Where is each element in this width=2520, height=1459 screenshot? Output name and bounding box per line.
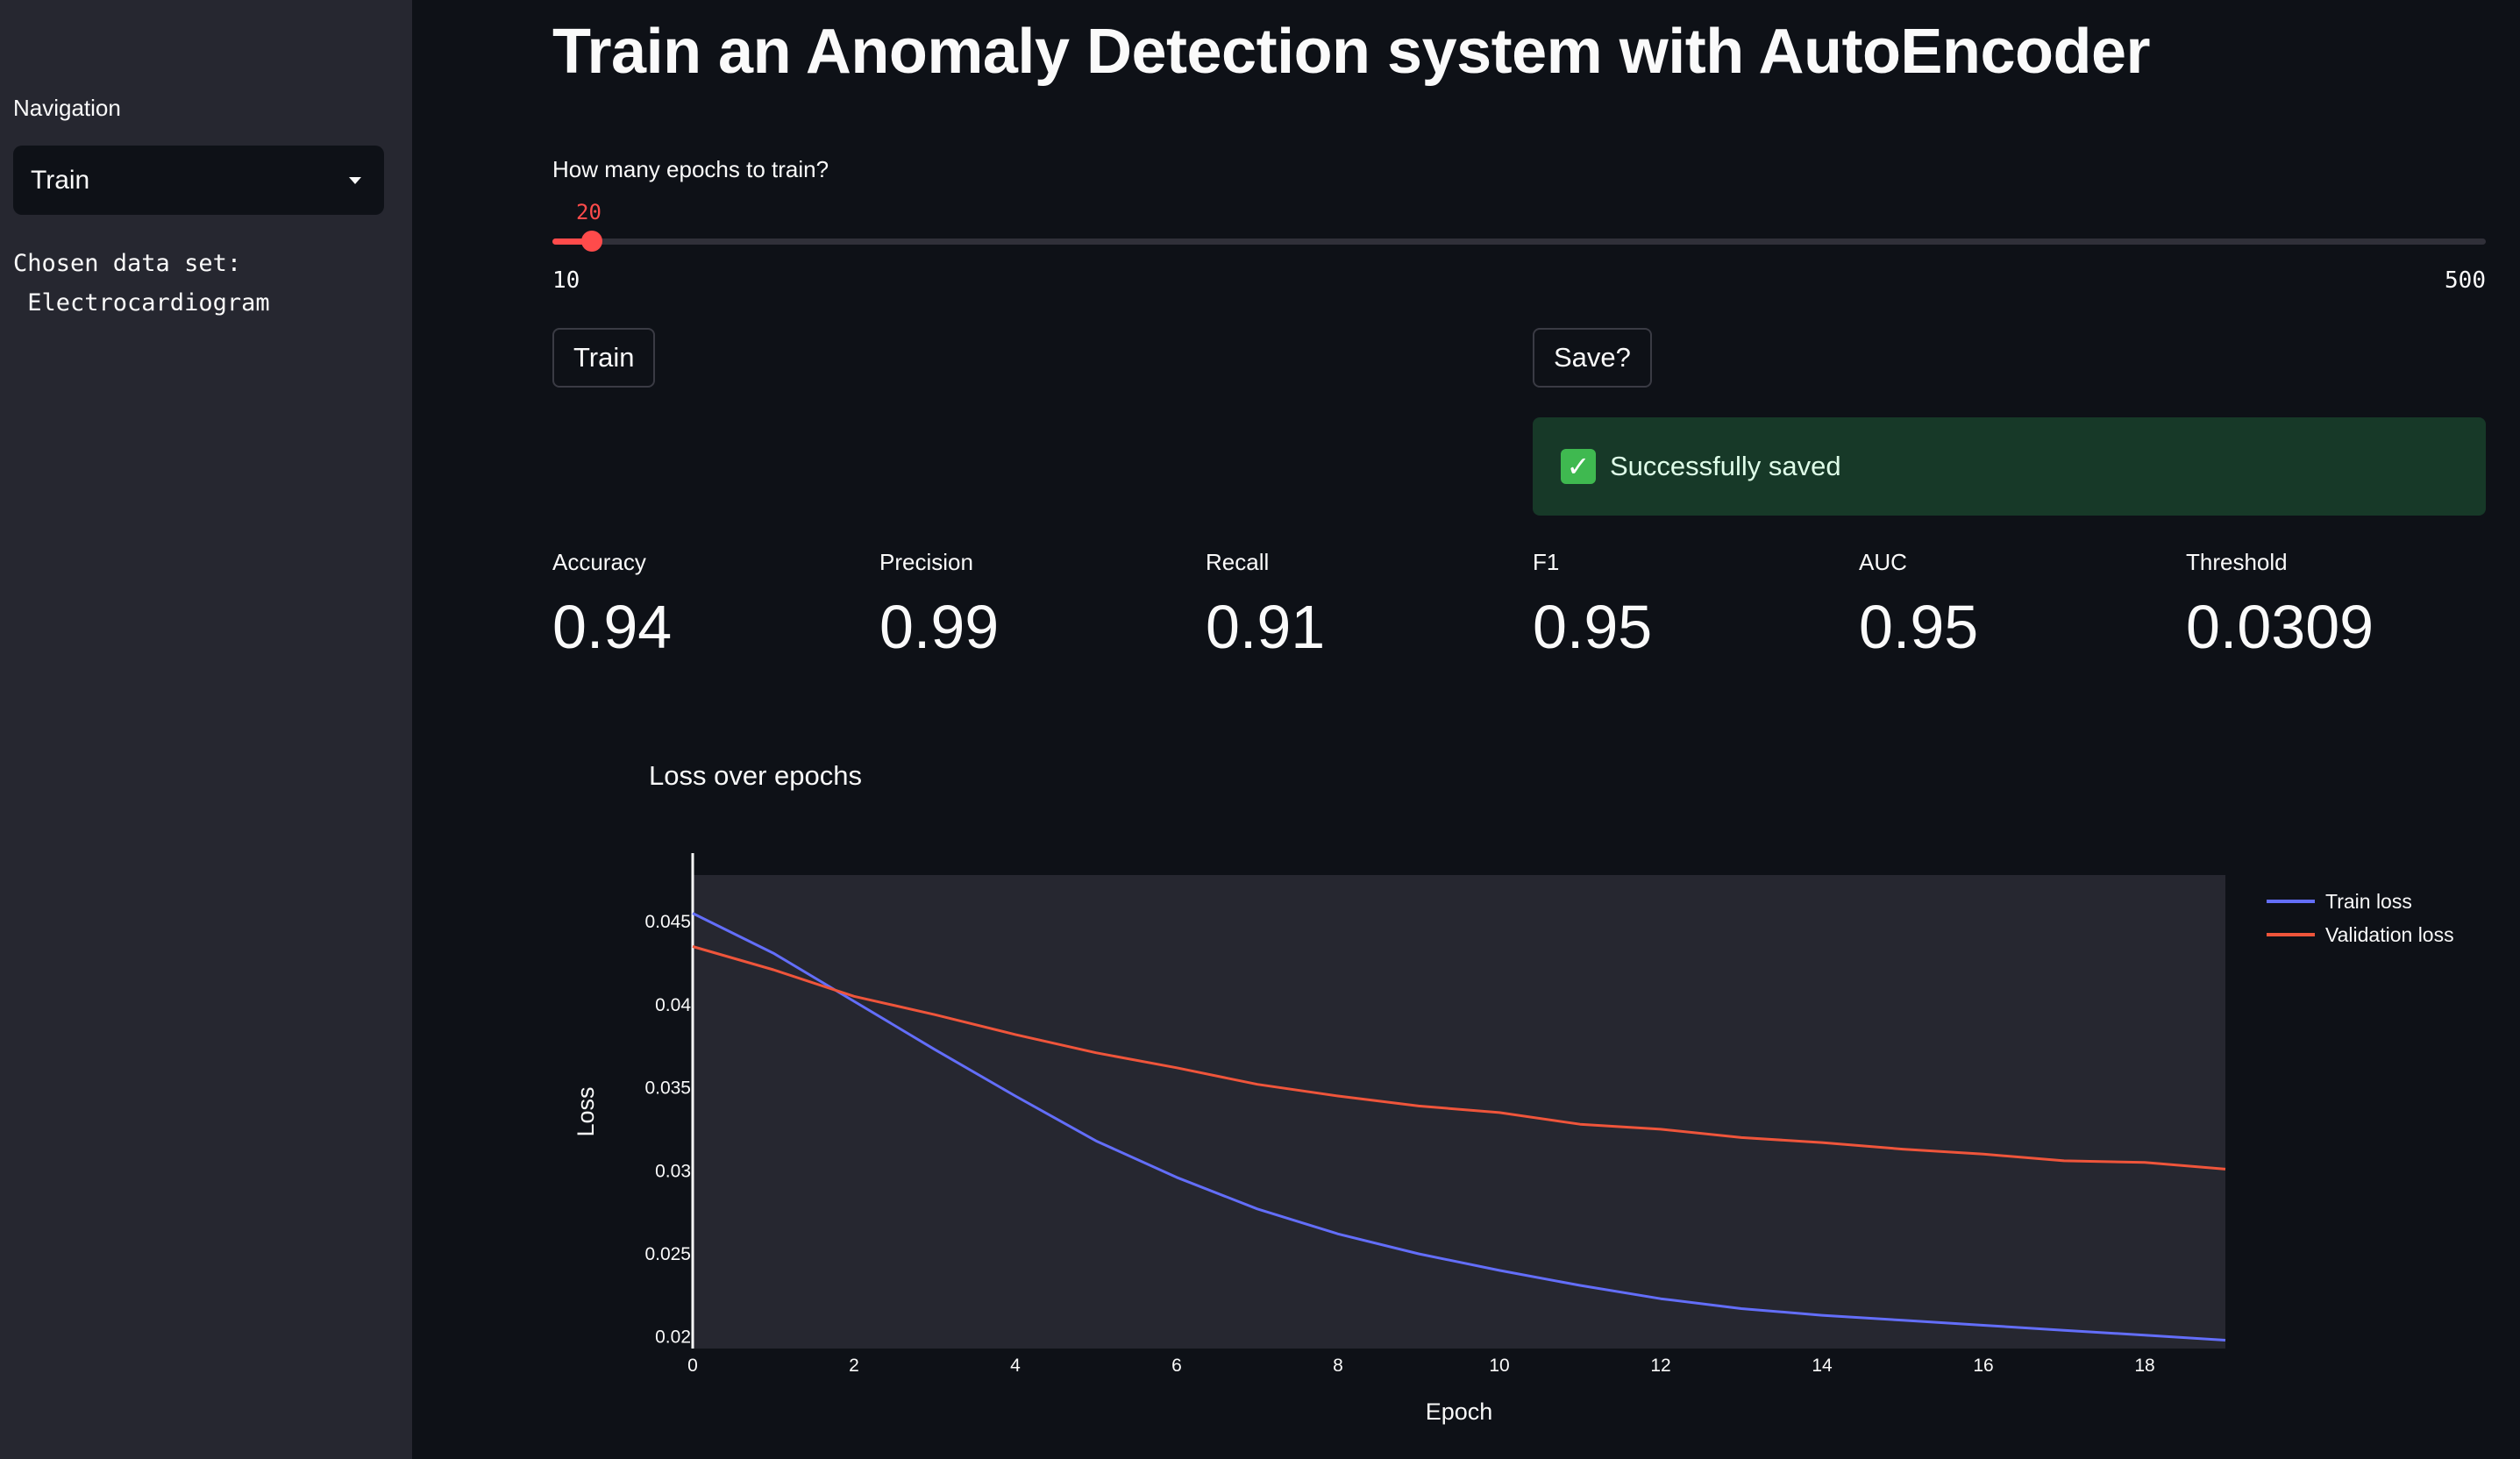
legend-label: Train loss [2325,890,2412,913]
metric-value: 0.95 [1859,593,1979,661]
series-line-train-loss [692,912,2226,1342]
metric-precision: Precision 0.99 [879,549,999,662]
metric-value: 0.94 [552,593,673,661]
epochs-slider-min: 10 [552,267,580,294]
sidebar: Navigation Train Chosen data set: Electr… [0,0,412,1459]
x-tick-label: 12 [1650,1356,1670,1376]
navigation-select-value: Train [31,165,90,195]
y-tick-label: 0.035 [644,1078,691,1099]
metric-label: Precision [879,549,973,575]
metric-recall: Recall 0.91 [1206,549,1325,662]
x-tick-label: 0 [687,1356,698,1376]
metric-value: 0.99 [879,593,1000,661]
metric-label: F1 [1533,549,1560,575]
epochs-slider-track[interactable] [552,231,2486,252]
metric-threshold: Threshold 0.0309 [2186,549,2374,662]
x-tick-label: 2 [849,1356,859,1376]
metric-value: 0.95 [1533,593,1653,661]
metric-label: Accuracy [552,549,646,575]
chevron-down-icon [349,176,361,184]
x-axis-label: Epoch [1426,1399,1493,1425]
epochs-slider-label: How many epochs to train? [552,156,829,182]
x-tick-label: 16 [1973,1356,1993,1376]
epochs-slider-thumb[interactable] [581,231,602,252]
metric-f1: F1 0.95 [1533,549,1652,662]
epochs-slider-fill [552,238,592,245]
loss-chart-svg: Loss over epochs 0.02 0.025 0.03 0.035 0.04 0.… [573,760,2454,1425]
navigation-label: Navigation [13,95,121,121]
train-button[interactable]: Train [552,328,656,388]
x-tick-label: 18 [2134,1356,2154,1376]
main-content: Train an Anomaly Detection system with A… [552,0,2486,1459]
navigation-select[interactable]: Train [13,146,384,215]
epochs-slider-value: 20 [576,200,602,224]
x-tick-label: 10 [1489,1356,1509,1376]
x-tick-label: 8 [1333,1356,1343,1376]
metric-label: AUC [1859,549,1907,575]
x-tick-label: 14 [1812,1356,1833,1376]
save-button[interactable]: Save? [1533,328,1652,388]
chosen-dataset-text: Chosen data set: Electrocardiogram [13,244,399,323]
chosen-dataset-label: Chosen data set: [13,250,242,277]
page-title: Train an Anomaly Detection system with A… [552,17,2151,87]
metric-value: 0.0309 [2186,593,2374,661]
x-tick-label: 6 [1171,1356,1182,1376]
metric-auc: AUC 0.95 [1859,549,1978,662]
y-tick-label: 0.04 [655,995,691,1015]
plot-area [693,875,2225,1349]
chart-title: Loss over epochs [649,760,862,791]
metric-accuracy: Accuracy 0.94 [552,549,672,662]
success-message: Successfully saved [1610,451,1841,481]
epochs-slider-max: 500 [2445,267,2486,294]
x-tick-label: 4 [1010,1356,1021,1376]
metric-label: Recall [1206,549,1270,575]
loss-chart: Loss over epochs 0.02 0.025 0.03 0.035 0.04 0.… [552,728,2486,1459]
y-tick-label: 0.02 [655,1327,691,1348]
y-tick-label: 0.045 [644,912,691,932]
y-tick-label: 0.03 [655,1161,691,1181]
metric-value: 0.91 [1206,593,1326,661]
y-axis-label: Loss [573,1086,599,1136]
chosen-dataset-value: Electrocardiogram [13,289,270,317]
success-alert: ✓ Successfully saved [1533,417,2486,516]
series-line-validation-loss [692,945,2226,1171]
metric-label: Threshold [2186,549,2288,575]
legend-label: Validation loss [2325,923,2454,946]
y-tick-label: 0.025 [644,1244,691,1264]
check-icon: ✓ [1561,449,1596,484]
